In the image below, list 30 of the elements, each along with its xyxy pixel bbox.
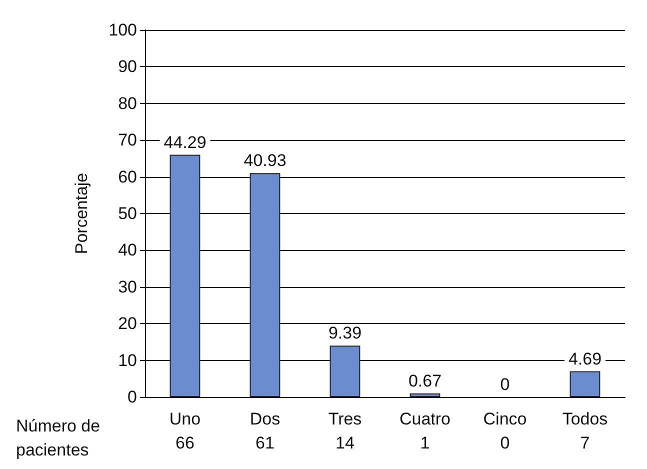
annotation: 44.29	[164, 132, 206, 152]
annotation: 40.93	[244, 151, 286, 170]
y-tick-label: 100	[108, 20, 137, 40]
bar	[250, 173, 280, 397]
x-tick-label: Todos 7	[562, 410, 608, 452]
y-tick-label: 70	[118, 130, 137, 150]
annotation: 0	[500, 375, 510, 394]
text: Número de pacientes	[16, 416, 100, 460]
y-tick-label: 10	[118, 350, 137, 370]
x-tick-label: Uno 66	[169, 410, 201, 452]
x-tick-label: Tres 14	[328, 410, 362, 452]
x-tick-label: Cinco 0	[483, 410, 527, 452]
x-tick-label: Cuatro 1	[399, 410, 451, 452]
y-tick-label: 20	[118, 314, 137, 334]
y-tick-label: 30	[118, 277, 137, 296]
bar	[170, 154, 200, 397]
y-tick-label: 80	[118, 94, 137, 113]
x-tick-label: Dos 61	[250, 410, 280, 452]
annotation: 0.67	[408, 371, 442, 390]
y-axis-title: Porcentaje	[72, 172, 91, 254]
y-tick-label: 50	[118, 204, 137, 223]
bar	[330, 346, 360, 397]
annotation: 9.39	[328, 324, 362, 343]
annotation: 4.69	[568, 349, 602, 368]
y-tick-label: 40	[118, 240, 137, 260]
y-tick-label: 90	[118, 57, 137, 76]
bar	[570, 371, 600, 397]
y-tick-label: 60	[118, 167, 137, 186]
y-tick-label: 0	[128, 388, 137, 406]
bar	[410, 393, 440, 397]
